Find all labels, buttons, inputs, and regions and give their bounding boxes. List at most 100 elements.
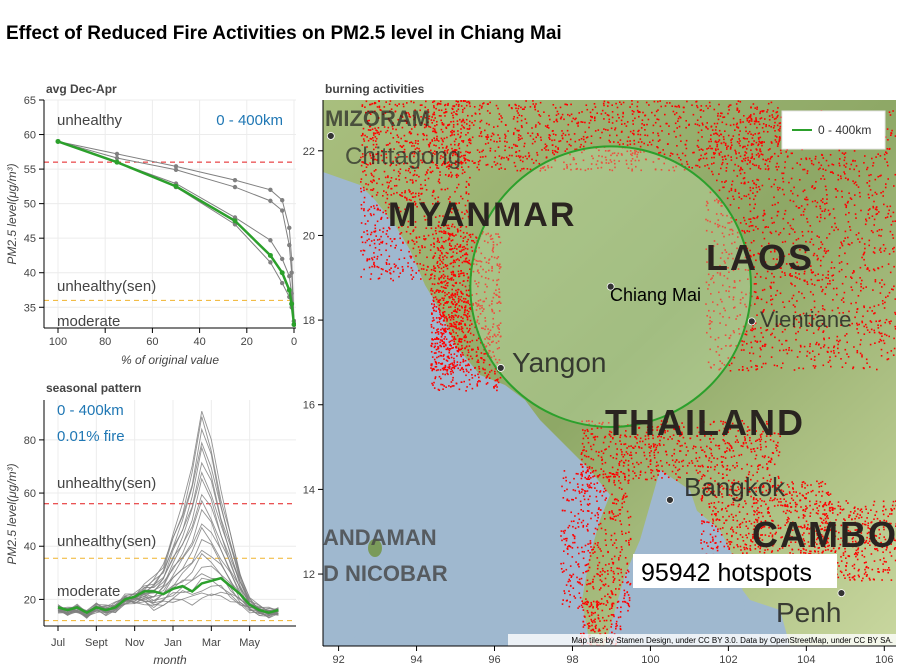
hotspot-point [539, 123, 541, 125]
hotspot-point [706, 200, 708, 203]
hotspot-point [416, 174, 418, 176]
hotspot-point [504, 168, 506, 170]
hotspot-point [724, 334, 727, 336]
hotspot-point [457, 323, 460, 326]
hotspot-point [792, 323, 795, 325]
hotspot-point [591, 471, 594, 473]
hotspot-point [463, 260, 465, 263]
hotspot-point [883, 250, 886, 252]
hotspot-point [497, 236, 500, 238]
hotspot-point [727, 267, 729, 269]
hotspot-point [758, 154, 761, 157]
hotspot-point [779, 137, 781, 139]
hotspot-point [380, 130, 382, 133]
hotspot-point [440, 355, 443, 357]
hotspot-point [860, 209, 862, 212]
hotspot-point [395, 164, 398, 166]
hotspot-point [772, 281, 775, 284]
hotspot-point [717, 445, 720, 447]
hotspot-point [443, 368, 446, 370]
hotspot-point [755, 120, 757, 122]
hotspot-point [724, 144, 727, 146]
hotspot-point [467, 238, 469, 241]
hotspot-point [449, 157, 452, 159]
hotspot-point [399, 237, 401, 240]
hotspot-point [437, 237, 439, 240]
hotspot-point [423, 215, 426, 218]
hotspot-point [825, 159, 828, 162]
hotspot-point [862, 253, 865, 256]
hotspot-point [497, 340, 500, 343]
hotspot-point [728, 271, 730, 273]
hotspot-point [738, 207, 740, 209]
hotspot-point [580, 477, 583, 480]
hotspot-point [802, 168, 804, 171]
hotspot-point [458, 221, 460, 223]
hotspot-point [592, 157, 594, 160]
hotspot-point [890, 134, 892, 136]
hotspot-point [615, 471, 618, 474]
hotspot-point [854, 160, 856, 162]
hotspot-point [705, 204, 708, 207]
hotspot-point [602, 452, 605, 455]
hotspot-point [801, 231, 804, 233]
hotspot-point [369, 129, 372, 131]
hotspot-point [727, 112, 729, 115]
hotspot-point [433, 387, 436, 389]
hotspot-point [588, 467, 591, 470]
hotspot-point [471, 239, 473, 242]
hotspot-point [446, 275, 449, 278]
hotspot-point [452, 207, 455, 209]
hotspot-point [376, 130, 378, 132]
hotspot-point [488, 258, 491, 261]
hotspot-point [385, 270, 387, 272]
hotspot-point [587, 168, 589, 170]
hotspot-point [464, 359, 467, 362]
hotspot-point [788, 263, 791, 265]
hotspot-point [744, 182, 746, 185]
hotspot-point [777, 129, 780, 131]
hotspot-point [468, 329, 470, 332]
hotspot-point [863, 258, 865, 261]
hotspot-point [459, 244, 462, 247]
hotspot-point [466, 316, 469, 319]
hotspot-point [483, 353, 485, 355]
hotspot-point [753, 266, 755, 268]
hotspot-point [728, 296, 731, 298]
hotspot-point [479, 265, 482, 268]
hotspot-point [384, 163, 387, 165]
hotspot-point [775, 263, 777, 266]
hotspot-point [707, 273, 710, 276]
hotspot-point [743, 219, 746, 222]
hotspot-point [451, 335, 453, 338]
hotspot-point [774, 130, 776, 132]
hotspot-point [749, 249, 751, 252]
hotspot-point [484, 325, 487, 327]
hotspot-point [870, 230, 873, 232]
hotspot-point [665, 453, 668, 456]
hotspot-point [443, 281, 445, 283]
hotspot-point [371, 257, 373, 259]
hotspot-point [677, 120, 679, 122]
hotspot-point [673, 452, 675, 455]
hotspot-point [493, 256, 496, 259]
hotspot-point [852, 366, 855, 368]
hotspot-point [643, 451, 645, 454]
hotspot-point [469, 120, 471, 123]
hotspot-point [435, 131, 438, 134]
hotspot-point [461, 347, 464, 349]
hotspot-point [465, 390, 467, 392]
hotspot-point [836, 339, 838, 342]
hotspot-point [419, 251, 421, 254]
hotspot-point [788, 233, 791, 235]
hotspot-point [446, 301, 448, 303]
hotspot-point [370, 113, 372, 115]
hotspot-point [370, 180, 372, 183]
hotspot-point [590, 115, 592, 118]
hotspot-point [750, 114, 752, 116]
hotspot-point [751, 143, 753, 145]
hotspot-point [433, 346, 436, 349]
hotspot-point [844, 230, 847, 233]
hotspot-point [843, 171, 845, 173]
hotspot-point [569, 153, 571, 156]
